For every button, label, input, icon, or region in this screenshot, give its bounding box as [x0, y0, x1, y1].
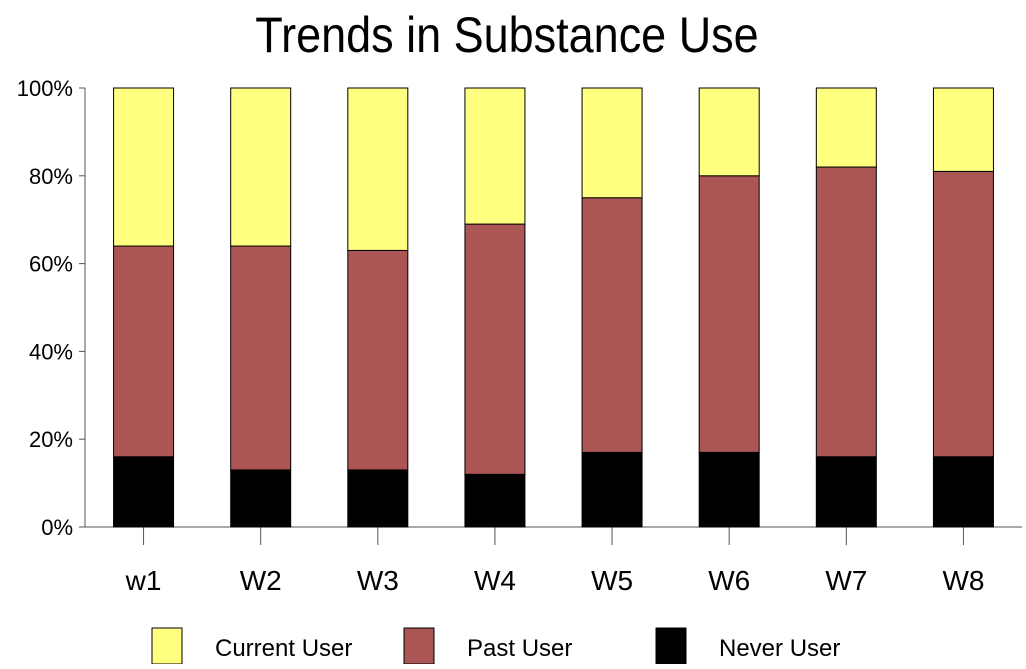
bar-segment-past-user — [230, 245, 292, 471]
bar-segment-past-user — [698, 175, 760, 453]
bar-segment-never-user — [815, 456, 877, 528]
bar-segment-never-user — [581, 451, 643, 528]
bar-segment-past-user — [932, 170, 994, 458]
bar-segment-current-user — [347, 87, 409, 251]
x-tick-label: W3 — [357, 565, 399, 596]
legend: Current User Past User Never User — [151, 627, 840, 665]
legend-swatch — [403, 627, 435, 665]
bar-segment-never-user — [113, 456, 175, 528]
x-tick-label: W7 — [825, 565, 867, 596]
bar-segment-never-user — [347, 469, 409, 528]
chart-title: Trends in Substance Use — [255, 8, 758, 64]
y-tick-label: 80% — [29, 164, 73, 189]
bar-segment-never-user — [698, 451, 760, 528]
axes: 0% 20% 40% 60% 80% 100% w1 W2 W3 W4 W5 W6 W7 W8 — [17, 76, 1022, 596]
legend-label: Never User — [719, 635, 840, 662]
y-tick-label: 100% — [17, 76, 73, 101]
x-tick-label: W6 — [708, 565, 750, 596]
legend-label: Past User — [467, 635, 572, 662]
legend-swatch — [655, 627, 687, 665]
bar-segment-current-user — [113, 87, 175, 247]
bar-segment-current-user — [230, 87, 292, 247]
bars — [113, 87, 994, 528]
y-tick-label: 60% — [29, 252, 73, 277]
legend-label: Current User — [215, 635, 352, 662]
y-tick-label: 40% — [29, 339, 73, 364]
x-tick-label: W2 — [240, 565, 282, 596]
bar-segment-past-user — [815, 166, 877, 458]
bar-segment-past-user — [347, 249, 409, 471]
x-tick-label: W5 — [591, 565, 633, 596]
y-tick-label: 0% — [41, 515, 73, 540]
bar-segment-past-user — [113, 245, 175, 458]
bar-segment-never-user — [932, 456, 994, 528]
x-tick-label: W4 — [474, 565, 516, 596]
bar-segment-current-user — [932, 87, 994, 172]
bar-segment-current-user — [464, 87, 526, 225]
bar-segment-never-user — [230, 469, 292, 528]
bar-segment-current-user — [698, 87, 760, 177]
bar-segment-current-user — [581, 87, 643, 199]
legend-swatch — [151, 627, 183, 665]
bar-segment-never-user — [464, 473, 526, 528]
bar-segment-past-user — [464, 223, 526, 475]
y-tick-label: 20% — [29, 427, 73, 452]
bar-segment-current-user — [815, 87, 877, 168]
x-tick-label: w1 — [125, 565, 162, 596]
x-tick-label: W8 — [942, 565, 984, 596]
bar-segment-past-user — [581, 197, 643, 453]
